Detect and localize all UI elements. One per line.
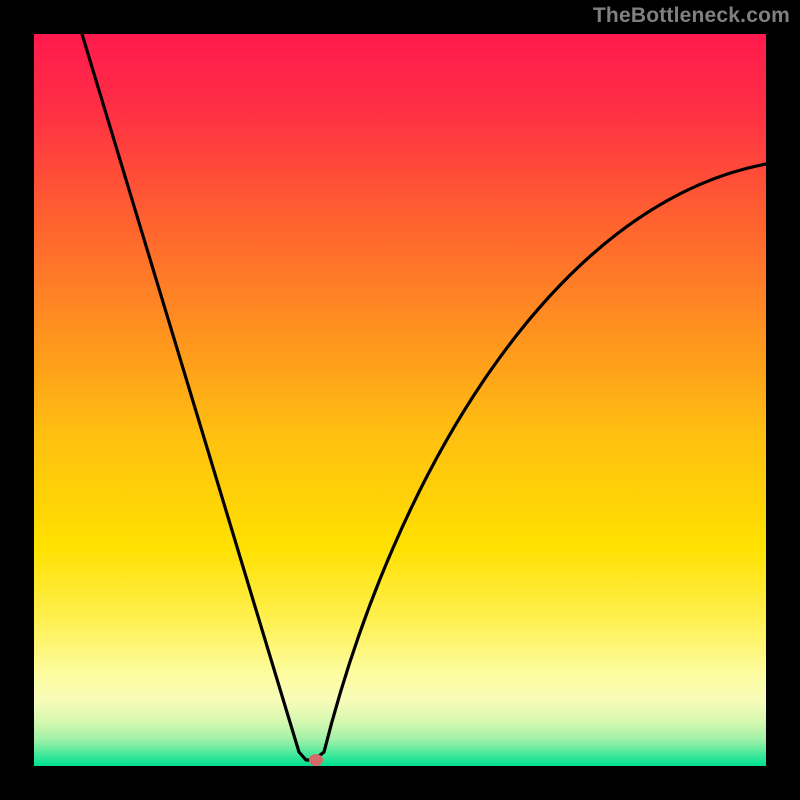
gradient-background <box>34 34 766 766</box>
watermark-text: TheBottleneck.com <box>593 4 790 28</box>
plot-area <box>34 34 766 766</box>
